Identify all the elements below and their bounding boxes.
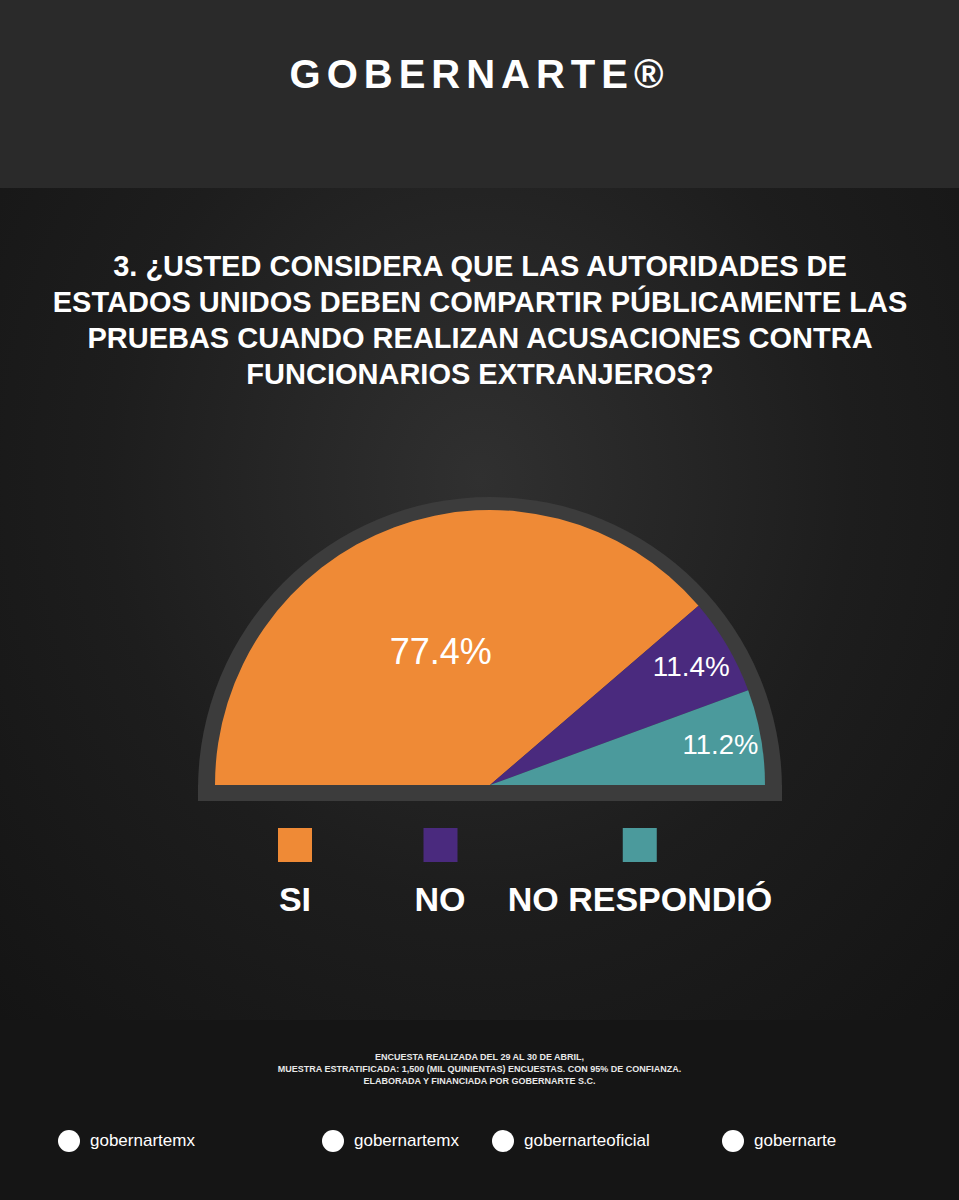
html-text:gobernarteoficial: gobernarteoficial	[524, 1131, 650, 1150]
svg-text:11.4%: 11.4%	[653, 651, 730, 682]
html-text:GOBERNARTE®: GOBERNARTE®	[289, 52, 670, 96]
html-text:3. ¿USTED CONSIDERA QUE LAS AU: 3. ¿USTED CONSIDERA QUE LAS AUTORIDADES …	[52, 250, 908, 390]
svg-text:77.4%: 77.4%	[390, 631, 492, 672]
html-text:gobernarte: gobernarte	[754, 1131, 837, 1150]
html-text:gobernartemx: gobernartemx	[354, 1131, 459, 1150]
svg-text:11.2%: 11.2%	[683, 729, 759, 760]
html-text:SI: SI	[278, 880, 312, 918]
html-text:NO RESPONDIÓ: NO RESPONDIÓ	[507, 880, 773, 918]
html-text:ELABORADA Y FINANCIADA POR GOB: ELABORADA Y FINANCIADA POR GOBERNARTE S.…	[363, 1076, 596, 1086]
html-text:ENCUESTA REALIZADA DEL 29 AL 3: ENCUESTA REALIZADA DEL 29 AL 30 DE ABRIL…	[374, 1052, 585, 1062]
html-text:NO: NO	[414, 880, 466, 918]
html-text:MUESTRA ESTRATIFICADA: 1,500 (: MUESTRA ESTRATIFICADA: 1,500 (MIL QUINIE…	[277, 1064, 682, 1074]
html-text:gobernartemx: gobernartemx	[90, 1131, 195, 1150]
